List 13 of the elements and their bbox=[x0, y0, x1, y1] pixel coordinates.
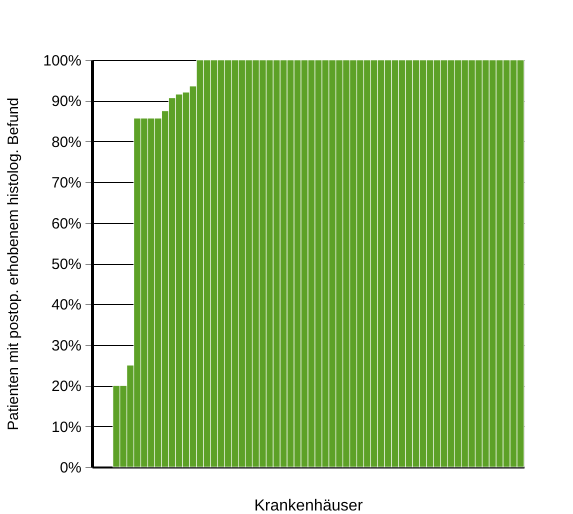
y-tick-label: 90% bbox=[51, 93, 82, 110]
y-tick-label: 30% bbox=[51, 337, 82, 354]
y-tick-label: 10% bbox=[51, 418, 82, 436]
y-tick-label: 80% bbox=[51, 134, 82, 151]
y-tick-label: 0% bbox=[60, 460, 82, 476]
y-tick-label: 70% bbox=[51, 174, 82, 192]
x-axis-title: Krankenhäuser bbox=[254, 498, 364, 514]
y-axis-title: Patienten mit postop. erhobenem histolog. Befund bbox=[5, 98, 22, 430]
y-tick-label: 100% bbox=[43, 52, 82, 70]
y-tick-label: 40% bbox=[51, 296, 82, 314]
y-tick-label: 60% bbox=[51, 215, 82, 232]
y-tick-label: 20% bbox=[51, 378, 82, 396]
y-tick-label: 50% bbox=[51, 256, 82, 273]
